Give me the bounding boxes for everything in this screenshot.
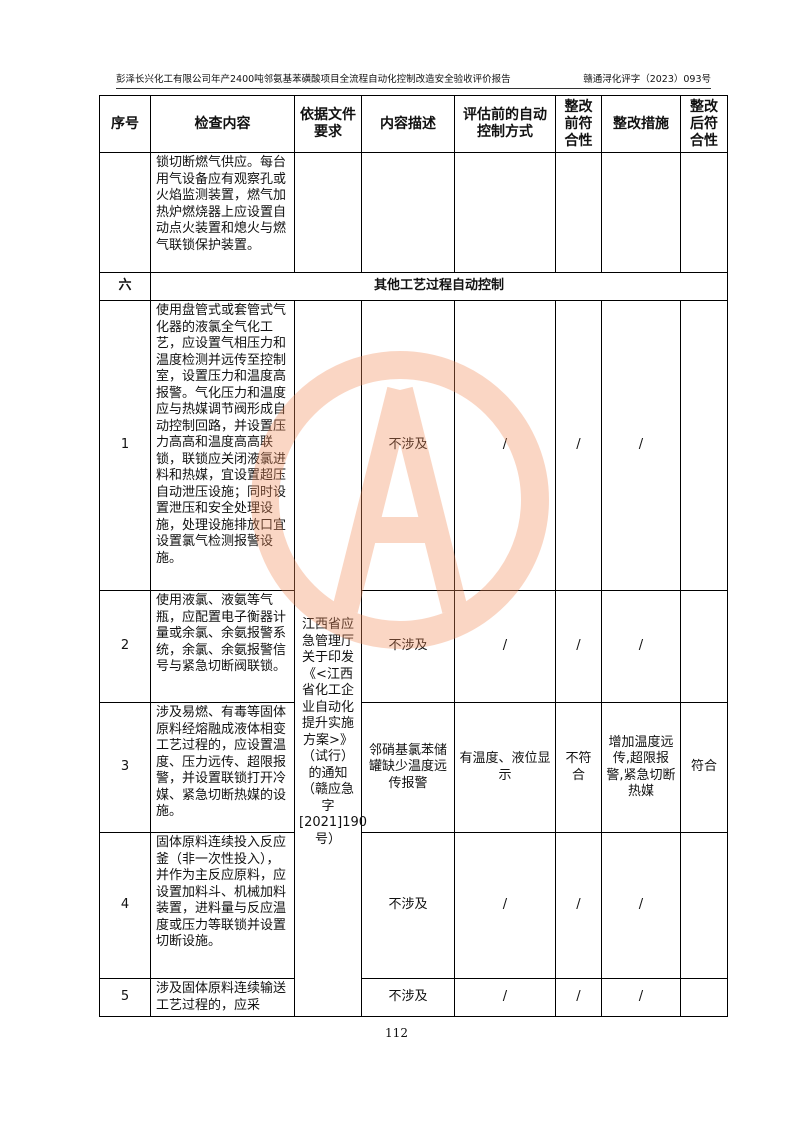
table-row: 2 使用液氯、液氨等气瓶，应配置电子衡器计量或余氯、余氨报警系统，余氯、余氨报警… xyxy=(99,590,728,703)
table-row: 1 使用盘管式或套管式气化器的液氯全气化工艺，应设置气相压力和温度检测并远传至控… xyxy=(99,300,728,1017)
table-row: 3 涉及易燃、有毒等固体原料经熔融成液体相变工艺过程的，应设置温度、压力远传、超… xyxy=(99,702,728,833)
inspection-table: 序号 检查内容 依据文件要求 内容描述 评估前的自动控制方式 整改前符合性 整改… xyxy=(99,95,728,1017)
col-header: 序号 xyxy=(99,95,151,153)
check-content: 使用液氯、液氨等气瓶，应配置电子衡器计量或余氯、余氨报警系统，余氯、余氨报警信号… xyxy=(150,590,295,703)
compliance-after xyxy=(680,978,728,1017)
compliance-after xyxy=(680,590,728,703)
compliance-after xyxy=(680,300,728,591)
before-control: / xyxy=(454,978,556,1017)
compliance-before: / xyxy=(555,832,602,979)
compliance-after xyxy=(680,832,728,979)
before-control: / xyxy=(454,832,556,979)
col-header: 依据文件要求 xyxy=(294,95,362,153)
table-header-row: 序号 检查内容 依据文件要求 内容描述 评估前的自动控制方式 整改前符合性 整改… xyxy=(99,95,728,153)
page-number: 112 xyxy=(385,1026,408,1040)
check-content: 固体原料连续投入反应釜（非一次性投入），并作为主反应原料，应设置加料斗、机械加料… xyxy=(150,832,295,979)
desc: 不涉及 xyxy=(361,832,455,979)
compliance-after: 符合 xyxy=(680,702,728,833)
table-row: 锁切断燃气供应。每台用气设备应有观察孔或火焰监测装置，燃气加热炉燃烧器上应设置自… xyxy=(99,152,728,273)
check-content: 涉及易燃、有毒等固体原料经熔融成液体相变工艺过程的，应设置温度、压力远传、超限报… xyxy=(150,702,295,833)
check-content: 涉及固体原料连续输送工艺过程的，应采 xyxy=(150,978,295,1017)
measure: / xyxy=(601,300,681,591)
measure: / xyxy=(601,978,681,1017)
compliance-before: / xyxy=(555,590,602,703)
measure: 增加温度远传,超限报警,紧急切断热媒 xyxy=(601,702,681,833)
desc: 不涉及 xyxy=(361,590,455,703)
col-header: 整改措施 xyxy=(601,95,681,153)
col-header: 整改后符合性 xyxy=(680,95,728,153)
row-no: 1 xyxy=(99,300,151,591)
table-row: 5 涉及固体原料连续输送工艺过程的，应采 不涉及 / / / xyxy=(99,978,728,1017)
before-control: 有温度、液位显示 xyxy=(454,702,556,833)
before-control: / xyxy=(454,300,556,591)
compliance-before: / xyxy=(555,978,602,1017)
desc: 邻硝基氯苯储罐缺少温度远传报警 xyxy=(361,702,455,833)
col-header: 评估前的自动控制方式 xyxy=(454,95,556,153)
table-row: 4 固体原料连续投入反应釜（非一次性投入），并作为主反应原料，应设置加料斗、机械… xyxy=(99,832,728,979)
row-no: 2 xyxy=(99,590,151,703)
check-content: 锁切断燃气供应。每台用气设备应有观察孔或火焰监测装置，燃气加热炉燃烧器上应设置自… xyxy=(150,152,295,273)
compliance-before: 不符合 xyxy=(555,702,602,833)
col-header: 内容描述 xyxy=(361,95,455,153)
compliance-before: / xyxy=(555,300,602,591)
row-no: 3 xyxy=(99,702,151,833)
before-control: / xyxy=(454,590,556,703)
row-no: 5 xyxy=(99,978,151,1017)
section-no: 六 xyxy=(99,272,151,301)
desc: 不涉及 xyxy=(361,300,455,591)
desc: 不涉及 xyxy=(361,978,455,1017)
measure: / xyxy=(601,832,681,979)
check-content: 使用盘管式或套管式气化器的液氯全气化工艺，应设置气相压力和温度检测并远传至控制室… xyxy=(150,300,295,591)
running-header: 彭泽长兴化工有限公司年产2400吨邻氨基苯磺酸项目全流程自动化控制改造安全验收评… xyxy=(116,71,711,89)
section-row: 六 其他工艺过程自动控制 xyxy=(99,272,728,301)
col-header: 检查内容 xyxy=(150,95,295,153)
row-no: 4 xyxy=(99,832,151,979)
header-doc-no: 赣通浔化评字（2023）093号 xyxy=(583,74,711,85)
basis-document: 江西省应急管理厅关于印发《<江西省化工企业自动化提升实施方案>》（试行）的通知（… xyxy=(294,300,367,1017)
col-header: 整改前符合性 xyxy=(555,95,602,153)
section-title: 其他工艺过程自动控制 xyxy=(150,272,728,301)
header-title: 彭泽长兴化工有限公司年产2400吨邻氨基苯磺酸项目全流程自动化控制改造安全验收评… xyxy=(116,74,511,85)
measure: / xyxy=(601,590,681,703)
